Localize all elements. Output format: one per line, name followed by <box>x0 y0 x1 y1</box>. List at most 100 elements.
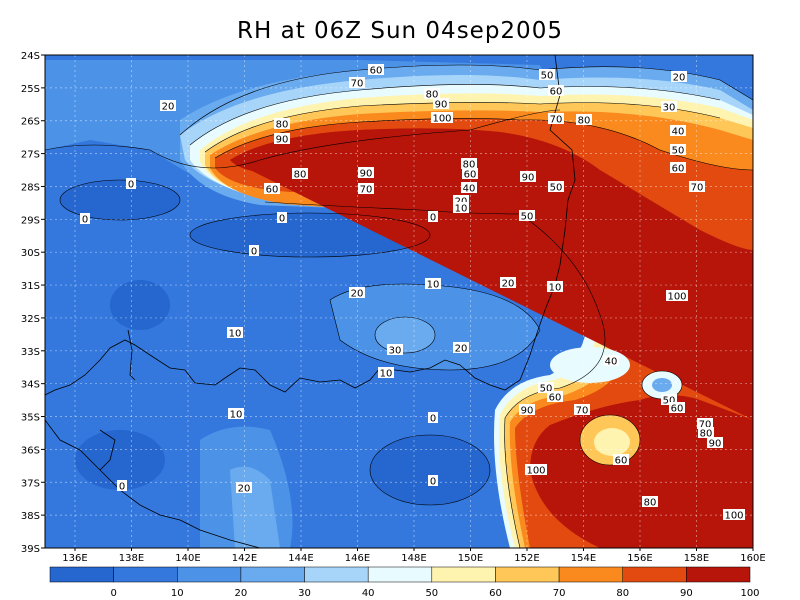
contour-label: 0 <box>126 178 136 191</box>
contour-label: 90 <box>433 98 449 111</box>
svg-text:0: 0 <box>279 214 285 225</box>
lon-label: 158E <box>684 553 709 564</box>
contour-label: 60 <box>547 391 563 404</box>
svg-text:90: 90 <box>360 169 373 180</box>
colorbar-swatch <box>558 566 623 583</box>
contour-label: 50 <box>670 144 686 157</box>
svg-text:10: 10 <box>455 204 468 215</box>
coastline-gulf <box>127 329 136 381</box>
contour-label: 50 <box>548 181 564 194</box>
svg-text:60: 60 <box>550 87 563 98</box>
svg-text:30: 30 <box>663 103 676 114</box>
contour-label: 70 <box>574 404 590 417</box>
contour-label: 30 <box>661 101 677 114</box>
contour-label: 60 <box>548 85 564 98</box>
lat-label: 29S <box>21 215 40 226</box>
svg-text:40: 40 <box>672 127 685 138</box>
contour-label: 80 <box>274 118 290 131</box>
colorbar-swatch <box>495 566 560 583</box>
contour-label: 20 <box>671 71 687 84</box>
contour-label: 80 <box>424 88 440 101</box>
coastline-island <box>99 429 116 471</box>
lon-label: 136E <box>62 553 87 564</box>
colorbar-label: 10 <box>171 588 184 599</box>
svg-text:80: 80 <box>644 498 657 509</box>
svg-text:50: 50 <box>550 183 563 194</box>
svg-text:40: 40 <box>463 184 476 195</box>
contour-label: 60 <box>669 402 685 415</box>
contour-label: 70 <box>548 113 564 126</box>
colorbar-swatch <box>177 566 242 583</box>
colorbar-swatch <box>49 566 114 583</box>
svg-text:60: 60 <box>615 456 628 467</box>
lon-label: 146E <box>345 553 370 564</box>
contour-label: 50 <box>661 394 677 407</box>
svg-text:80: 80 <box>463 160 476 171</box>
svg-text:100: 100 <box>526 466 545 477</box>
svg-text:80: 80 <box>700 429 713 440</box>
svg-text:20: 20 <box>502 279 515 290</box>
contour-label: 60 <box>613 454 629 467</box>
contour-label: 90 <box>274 133 290 146</box>
contour-label: 90 <box>707 437 723 450</box>
contour-label: 90 <box>358 167 374 180</box>
lon-label: 154E <box>571 553 596 564</box>
lat-label: 30S <box>21 248 40 259</box>
svg-text:20: 20 <box>162 102 175 113</box>
svg-text:20: 20 <box>455 344 468 355</box>
svg-text:20: 20 <box>238 484 251 495</box>
contour-label: 20 <box>160 100 176 113</box>
coastline-south <box>45 419 261 548</box>
contour-label: 90 <box>519 404 535 417</box>
lat-label: 35S <box>21 413 40 424</box>
svg-text:70: 70 <box>550 115 563 126</box>
svg-text:60: 60 <box>672 164 685 175</box>
contour-label: 10 <box>227 327 243 340</box>
svg-text:0: 0 <box>430 414 436 425</box>
latitude-labels: 24S 25S 26S 27S 28S 29S 30S 31S 32S 33S 34S 35S 36S 3… <box>21 51 45 555</box>
colorbar-swatch <box>240 566 305 583</box>
svg-text:70: 70 <box>576 406 589 417</box>
contour-0-central <box>189 212 431 258</box>
contour-label: 60 <box>368 64 384 77</box>
svg-text:80: 80 <box>294 170 307 181</box>
contour-label: 20 <box>236 482 252 495</box>
contour-90 <box>214 118 753 171</box>
contours <box>45 64 753 548</box>
lat-label: 27S <box>21 150 40 161</box>
contour-label: 80 <box>642 496 658 509</box>
svg-text:90: 90 <box>276 135 289 146</box>
contour-label: 10 <box>425 278 441 291</box>
field-dry-5 <box>75 430 165 490</box>
contour-label: 70 <box>689 181 705 194</box>
svg-text:30: 30 <box>389 346 402 357</box>
svg-text:50: 50 <box>663 396 676 407</box>
contour-label: 0 <box>80 213 90 226</box>
contour-label: 100 <box>431 112 453 125</box>
colorbar-label: 40 <box>362 588 375 599</box>
svg-text:70: 70 <box>351 79 364 90</box>
svg-text:60: 60 <box>464 170 477 181</box>
contour-label: 60 <box>462 168 478 181</box>
svg-text:10: 10 <box>229 329 242 340</box>
svg-text:100: 100 <box>667 292 686 303</box>
contour-label: 40 <box>461 182 477 195</box>
colorbar-swatch <box>113 566 178 583</box>
contour-label: 0 <box>428 211 438 224</box>
lat-label: 37S <box>21 478 40 489</box>
svg-text:0: 0 <box>128 180 134 191</box>
longitude-labels: 136E 138E 140E 142E 144E 146E 148E 150E 152E 154E… <box>62 548 766 564</box>
svg-text:80: 80 <box>276 120 289 131</box>
coastline-path <box>45 55 576 396</box>
colorbar-label: 30 <box>298 588 311 599</box>
lat-label: 25S <box>21 84 40 95</box>
lon-label: 144E <box>288 553 313 564</box>
colorbar-label: 80 <box>616 588 629 599</box>
lon-label: 152E <box>514 553 539 564</box>
field-20-central <box>330 284 540 370</box>
colorbar-swatch <box>304 566 369 583</box>
contour-30-pocket <box>374 316 436 354</box>
contour-label: 70 <box>358 183 374 196</box>
svg-text:10: 10 <box>380 369 393 380</box>
